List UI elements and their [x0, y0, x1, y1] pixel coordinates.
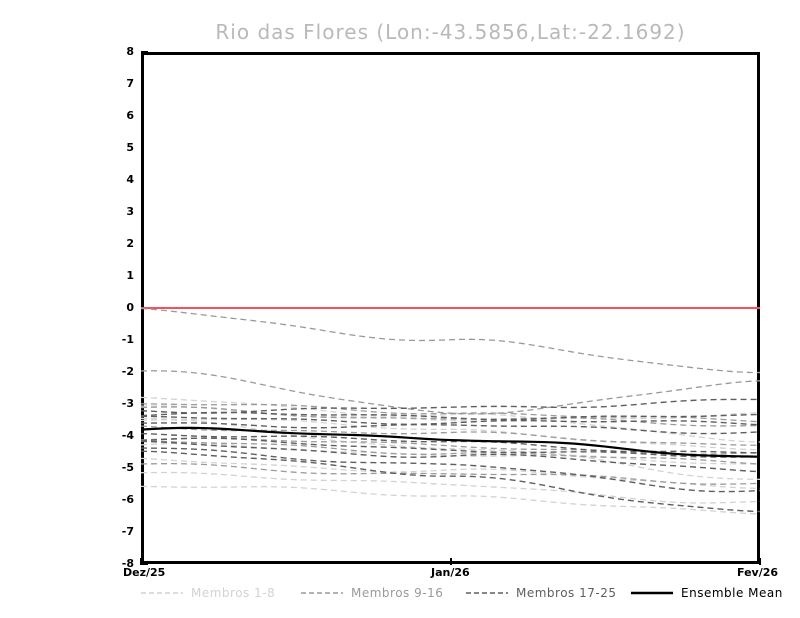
series-line [141, 437, 760, 458]
y-tick-label: 7 [126, 77, 134, 90]
series-line [141, 411, 760, 421]
series-line [141, 415, 760, 426]
legend-entry[interactable]: Membros 17-25 [466, 584, 617, 602]
series-line [141, 447, 760, 493]
y-tick-label: 5 [126, 141, 134, 154]
series-line [141, 307, 760, 374]
y-tick-label: -2 [121, 365, 134, 378]
series-line [141, 450, 760, 513]
series-line [141, 432, 760, 454]
legend-swatch-line [141, 592, 183, 594]
legend-swatch-line [631, 591, 673, 595]
y-tick-label: 1 [126, 269, 134, 282]
y-tick-label: -7 [121, 525, 134, 538]
legend-label: Membros 9-16 [351, 586, 444, 600]
y-tick-label: -6 [121, 493, 134, 506]
series-line [141, 417, 760, 451]
series-line [141, 398, 760, 414]
legend-label: Membros 17-25 [516, 586, 617, 600]
series-line [141, 485, 760, 515]
y-tick-mark [141, 563, 148, 565]
plot-lines [141, 307, 760, 515]
series-line [141, 422, 760, 435]
ensemble-mean-line [141, 426, 760, 458]
x-tick-mark [140, 558, 142, 565]
y-tick-label: -5 [121, 461, 134, 474]
y-tick-label: 6 [126, 109, 134, 122]
y-tick-label: 3 [126, 205, 134, 218]
y-axis-tick-labels: 8 7 6 5 4 3 2 1 0 -1 -2 -3 -4 -5 -6 -7 -8 [104, 0, 134, 618]
legend-entry[interactable]: Ensemble Mean [631, 584, 783, 602]
legend-entry[interactable]: Membros 1-8 [141, 584, 275, 602]
y-tick-label: -8 [121, 557, 134, 570]
chart-title: Rio das Flores (Lon:-43.5856,Lat:-22.169… [215, 20, 686, 44]
series-line [141, 419, 760, 480]
x-tick-label: Jan/26 [431, 566, 470, 579]
x-tick-mark [449, 558, 452, 565]
chart-legend: Membros 1-8 Membros 9-16 Membros 17-25 Ense… [141, 584, 782, 604]
x-axis-tick-labels: Dez/25 Jan/26 Fev/26 [0, 566, 800, 584]
y-tick-label: 8 [126, 45, 134, 58]
y-tick-label: -4 [121, 429, 134, 442]
series-line [141, 440, 760, 473]
y-tick-label: -3 [121, 397, 134, 410]
series-line [141, 471, 760, 504]
x-tick-mark [759, 558, 761, 565]
y-tick-label: -1 [121, 333, 134, 346]
series-line [141, 403, 760, 423]
legend-swatch-line [466, 592, 508, 594]
y-tick-label: 0 [126, 301, 134, 314]
legend-swatch-line [301, 592, 343, 594]
legend-entry[interactable]: Membros 9-16 [301, 584, 443, 602]
series-line [141, 370, 760, 415]
x-tick-label: Dez/25 [123, 566, 166, 579]
series-line [141, 457, 760, 489]
series-line [141, 440, 760, 465]
legend-label: Ensemble Mean [681, 586, 783, 600]
series-line [141, 463, 760, 485]
x-tick-label: Fev/26 [737, 566, 779, 579]
legend-label: Membros 1-8 [191, 586, 276, 600]
series-line [141, 396, 760, 443]
y-tick-label: 2 [126, 237, 134, 250]
series-line [141, 406, 760, 427]
series-line [141, 442, 760, 465]
y-tick-label: 4 [126, 173, 134, 186]
